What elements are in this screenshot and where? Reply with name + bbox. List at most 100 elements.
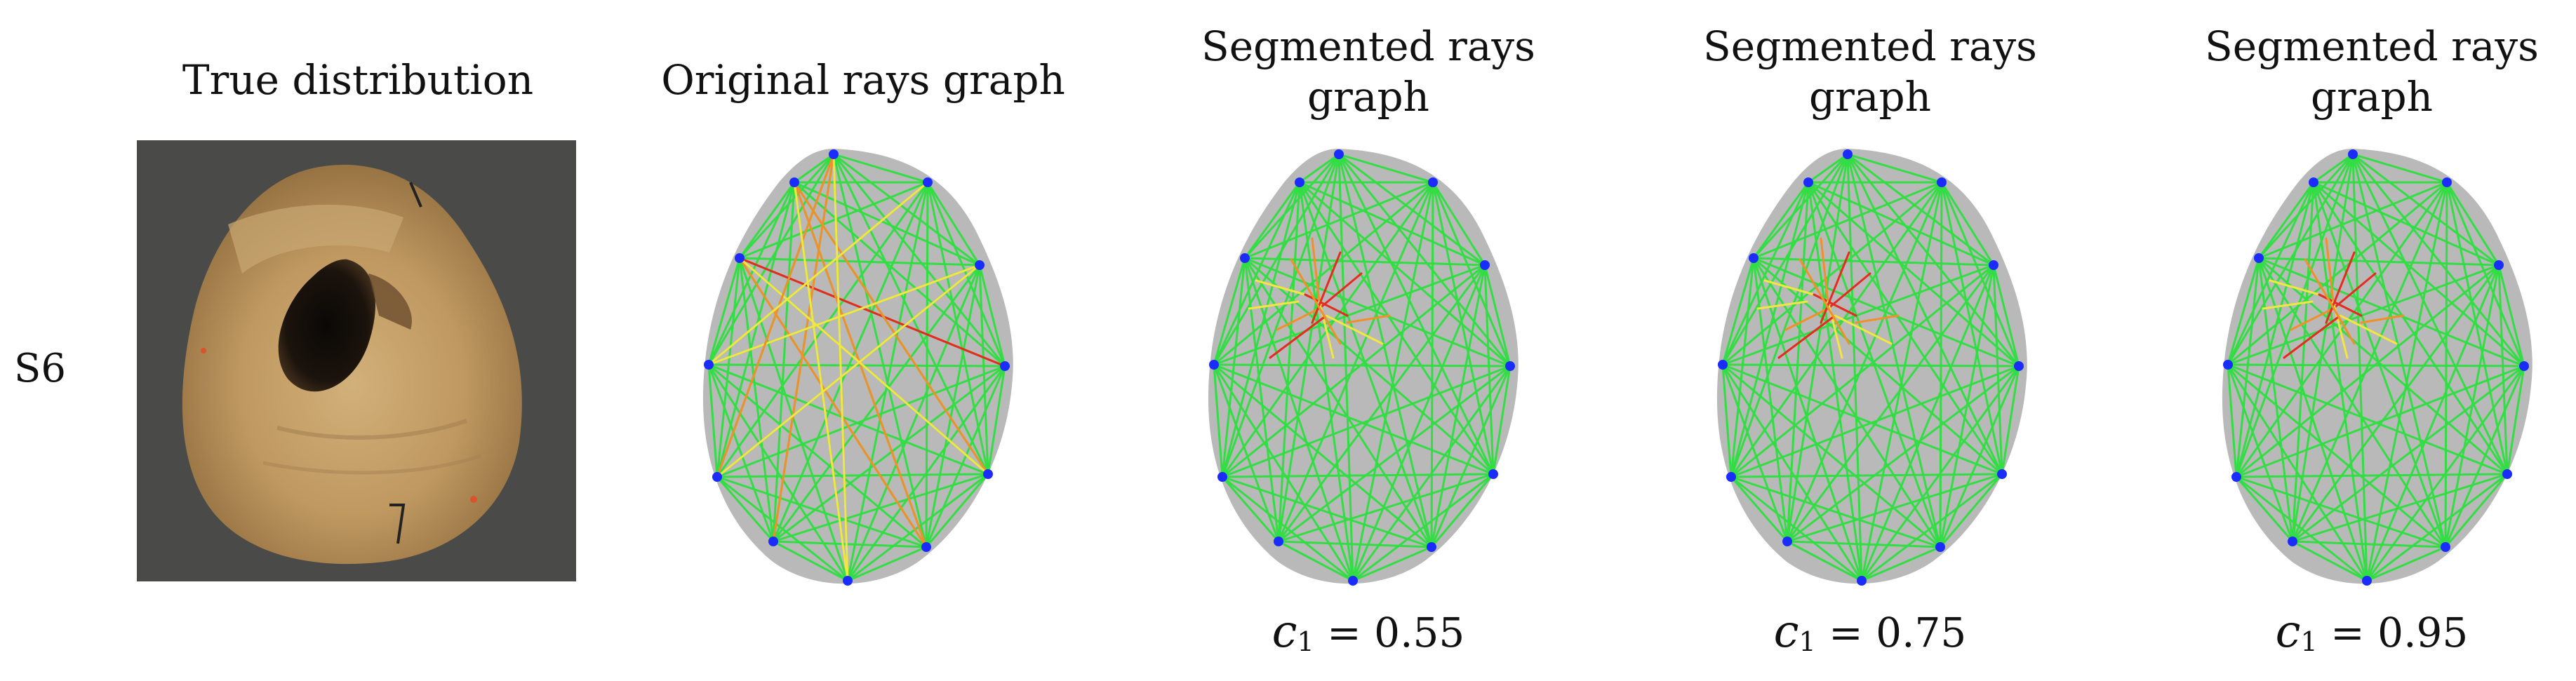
ray-line	[1846, 153, 1942, 548]
ray-line	[1846, 153, 1943, 184]
ray-line	[1298, 181, 1495, 476]
ray-line	[1221, 473, 1495, 478]
ray-line	[1807, 181, 2003, 476]
ray-line	[1352, 546, 1433, 582]
ray-line	[2235, 153, 2354, 478]
ray-line	[1337, 153, 1433, 548]
ray-line	[832, 153, 928, 548]
ray-line	[1721, 181, 1943, 366]
ray-line	[772, 181, 929, 543]
ray-line	[738, 257, 775, 543]
sensor-node	[1803, 177, 1813, 187]
highlighted-ray	[772, 153, 835, 543]
sensor-node	[768, 537, 778, 546]
ray-line	[1807, 181, 1942, 548]
graph-segmented-055	[1158, 140, 1579, 592]
segmented-defect-ray	[2304, 258, 2356, 345]
segmented-defect-ray	[2318, 293, 2363, 317]
ray-line	[2227, 363, 2447, 548]
segmented-defect-ray	[1304, 293, 1349, 317]
row-label: S6	[14, 346, 66, 391]
highlighted-ray	[832, 153, 849, 582]
ray-line	[1221, 476, 1433, 548]
sensor-node	[1718, 360, 1728, 370]
ray-line	[2351, 153, 2448, 184]
ray-line	[1337, 153, 1354, 582]
segmented-defect-ray	[1777, 314, 1836, 359]
segmented-defect-ray	[1834, 314, 1893, 345]
ray-line	[1752, 257, 1995, 267]
ray-line	[1807, 181, 1863, 582]
ray-line	[1221, 476, 1354, 582]
ray-line	[738, 181, 796, 259]
ray-line	[1298, 181, 1433, 548]
segmented-defect-ray	[1325, 314, 1384, 345]
title-segmented-075: Segmented rays graph	[1703, 22, 2037, 121]
ray-line	[1752, 257, 1789, 543]
sensor-node	[2254, 253, 2264, 263]
ray-line	[2312, 181, 2368, 582]
ray-line	[1752, 181, 1810, 259]
ray-line	[1860, 473, 2003, 582]
ray-line	[846, 473, 989, 582]
sensor-node	[2309, 177, 2318, 187]
ray-line	[832, 153, 929, 184]
graph-segmented-095	[2172, 140, 2576, 592]
sensor-node	[1843, 149, 1853, 159]
ray-line	[2227, 257, 2260, 366]
ray-line	[707, 363, 928, 548]
ray-line	[2235, 476, 2368, 582]
segmented-defect-ray	[2325, 251, 2356, 324]
ray-line	[1221, 476, 1280, 543]
highlighted-ray	[707, 181, 929, 366]
ray-line	[1213, 181, 1434, 366]
ray-line	[1221, 181, 1301, 478]
highlighted-ray	[793, 181, 989, 476]
ray-line	[1277, 181, 1301, 543]
rays-group	[1213, 153, 1511, 582]
sensor-node	[843, 576, 853, 586]
ray-line	[1752, 257, 1863, 582]
ray-line	[1221, 257, 1246, 478]
ray-line	[2235, 476, 2447, 548]
ray-line	[846, 546, 928, 582]
ray-line	[2235, 365, 2525, 478]
ray-line	[1337, 153, 1434, 184]
sensor-node	[1749, 253, 1759, 263]
sensor-node	[1935, 542, 1945, 552]
ray-line	[1213, 363, 1511, 368]
ray-line	[2257, 257, 2368, 582]
segmented-defect-ray	[1311, 251, 1342, 324]
ray-line	[1213, 363, 1433, 548]
ray-line	[716, 181, 796, 478]
ray-line	[2227, 363, 2525, 368]
ray-line	[1483, 264, 1495, 476]
ray-line	[832, 153, 989, 476]
segmented-defect-ray	[2290, 307, 2335, 331]
ray-line	[2257, 257, 2294, 543]
segmented-defect-ray	[1318, 272, 1363, 310]
ray-line	[2291, 264, 2500, 543]
ray-line	[2257, 181, 2315, 259]
ray-line	[2312, 181, 2509, 476]
segmented-defect-ray	[1311, 237, 1321, 303]
ray-line	[1430, 365, 1511, 548]
sensor-node	[1427, 542, 1436, 552]
ray-line	[2506, 365, 2525, 476]
sensor-node	[1217, 472, 1227, 482]
ray-line	[1721, 363, 1942, 548]
title-original-rays-graph: Original rays graph	[661, 56, 1065, 104]
ray-line	[1221, 153, 1340, 478]
ray-line	[2365, 546, 2447, 582]
true-distribution-photo	[137, 140, 576, 581]
ray-line	[1243, 257, 1280, 543]
ray-line	[716, 473, 989, 478]
ray-line	[2257, 181, 2448, 259]
defect-rays-group	[1756, 237, 1900, 359]
ray-line	[2291, 181, 2315, 543]
ray-line	[1483, 264, 1511, 368]
ray-line	[1298, 181, 1511, 368]
ray-line	[1730, 476, 1942, 548]
ray-line	[1337, 153, 1511, 368]
sensors-group	[2223, 149, 2529, 586]
